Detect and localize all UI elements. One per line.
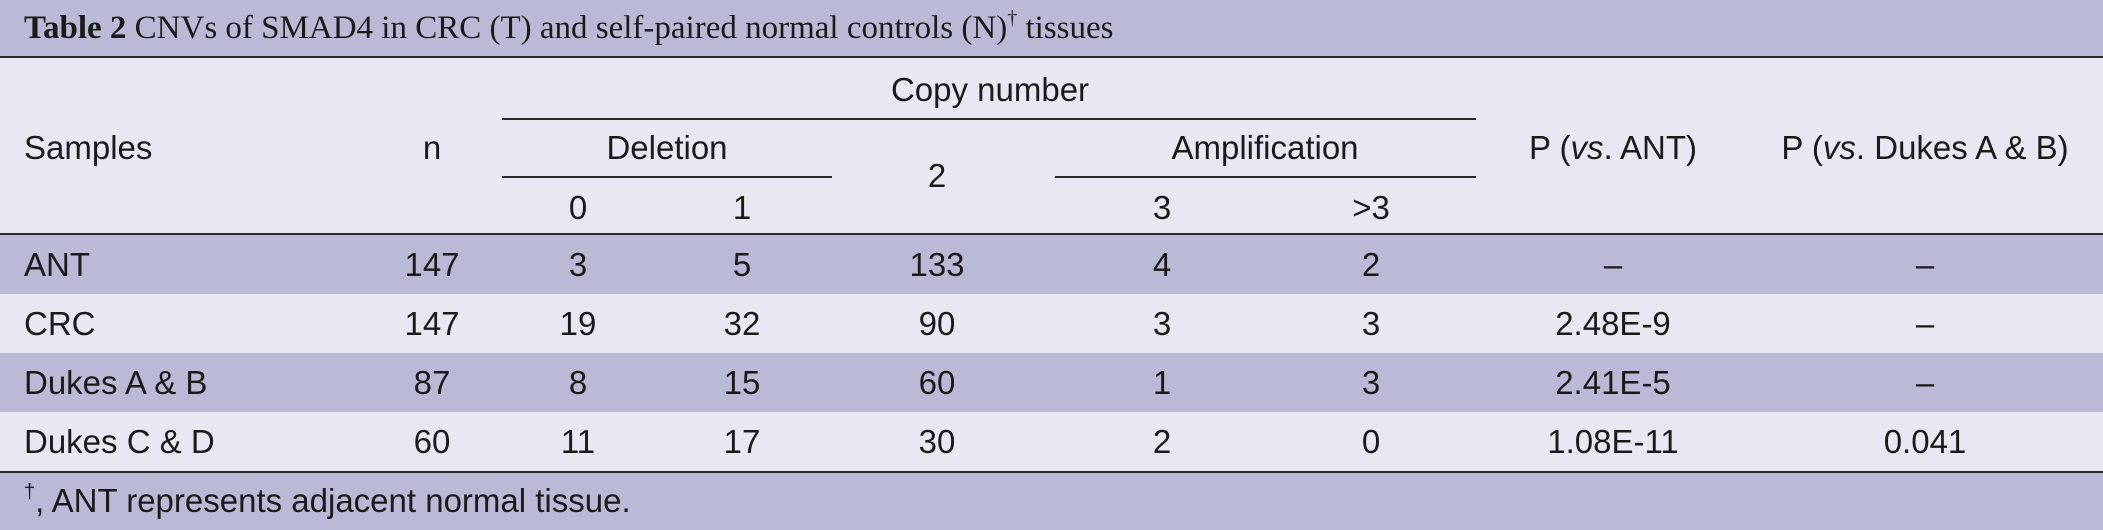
header-col-3: 3 (1152, 189, 1172, 226)
caption-label: Table 2 (24, 10, 127, 46)
header-p-vs-ant: P (vs. ANT) (1528, 129, 1698, 166)
cell-copy-gt3: 2 (1361, 245, 1381, 283)
cell-sample: Dukes C & D (24, 422, 215, 460)
header-amplification: Amplification (1171, 129, 1359, 166)
caption-suffix: tissues (1025, 10, 1114, 46)
header-col-1: 1 (732, 189, 752, 226)
cell-copy-2: 30 (918, 422, 956, 460)
cell-sample: CRC (24, 304, 96, 342)
cell-copy-0: 11 (560, 422, 596, 460)
cell-copy-gt3: 3 (1361, 304, 1381, 342)
table-row: CRC 147 19 32 90 3 3 2.48E-9 – (0, 294, 2103, 353)
cell-n: 147 (404, 245, 460, 283)
cell-copy-gt3: 0 (1361, 422, 1381, 460)
cell-copy-3: 3 (1152, 304, 1172, 342)
cell-sample: ANT (24, 245, 90, 283)
cell-copy-2: 60 (918, 363, 956, 401)
cell-p-dukes: 0.041 (1883, 422, 1967, 460)
footnote-dagger: † (24, 481, 36, 503)
cell-p-ant: – (1603, 245, 1623, 283)
cell-copy-gt3: 3 (1361, 363, 1381, 401)
cell-n: 60 (413, 422, 451, 460)
cell-copy-1: 17 (723, 422, 761, 460)
header-col-2: 2 (927, 157, 947, 194)
cell-p-ant: 1.08E-11 (1547, 422, 1679, 460)
header-samples: Samples (24, 129, 153, 166)
cell-sample: Dukes A & B (24, 363, 208, 401)
cell-n: 147 (404, 304, 460, 342)
header-p-vs-dukes: P (vs. Dukes A & B) (1781, 129, 2069, 166)
cell-p-ant: 2.41E-5 (1555, 363, 1671, 401)
cell-copy-3: 1 (1152, 363, 1172, 401)
cell-copy-1: 5 (732, 245, 752, 283)
cell-p-dukes: – (1915, 304, 1935, 342)
cell-p-dukes: – (1915, 245, 1935, 283)
caption-dagger: † (1007, 7, 1018, 29)
cell-copy-3: 2 (1152, 422, 1172, 460)
header-copy-number: Copy number (890, 71, 1090, 108)
cell-copy-1: 32 (723, 304, 761, 342)
header-n: n (422, 129, 442, 166)
cell-copy-2: 90 (918, 304, 956, 342)
caption-text: CNVs of SMAD4 in CRC (T) and self-paired… (134, 10, 1008, 46)
cell-copy-2: 133 (909, 245, 965, 283)
cell-copy-1: 15 (723, 363, 761, 401)
cell-p-dukes: – (1915, 363, 1935, 401)
cell-p-ant: 2.48E-9 (1555, 304, 1671, 342)
header-deletion: Deletion (606, 129, 728, 166)
table-row: ANT 147 3 5 133 4 2 – – (0, 235, 2103, 294)
header-col-0: 0 (568, 189, 588, 226)
table-header: Samples n Copy number Deletion Amplifica… (0, 58, 2103, 235)
deletion-rule (502, 176, 832, 178)
cell-n: 87 (413, 363, 451, 401)
table-row: Dukes C & D 60 11 17 30 2 0 1.08E-11 0.0… (0, 412, 2103, 473)
cell-copy-0: 3 (568, 245, 588, 283)
copy-number-rule (502, 118, 1476, 120)
table-row: Dukes A & B 87 8 15 60 1 3 2.41E-5 – (0, 353, 2103, 412)
cell-copy-0: 8 (568, 363, 588, 401)
footnote-text: , ANT represents adjacent normal tissue. (35, 482, 631, 519)
amplification-rule (1055, 176, 1476, 178)
table-caption: Table 2 CNVs of SMAD4 in CRC (T) and sel… (0, 0, 2103, 58)
cell-copy-0: 19 (559, 304, 597, 342)
cell-copy-3: 4 (1152, 245, 1172, 283)
table-footnote: †, ANT represents adjacent normal tissue… (0, 473, 2103, 530)
header-col-gt3: >3 (1352, 189, 1390, 226)
